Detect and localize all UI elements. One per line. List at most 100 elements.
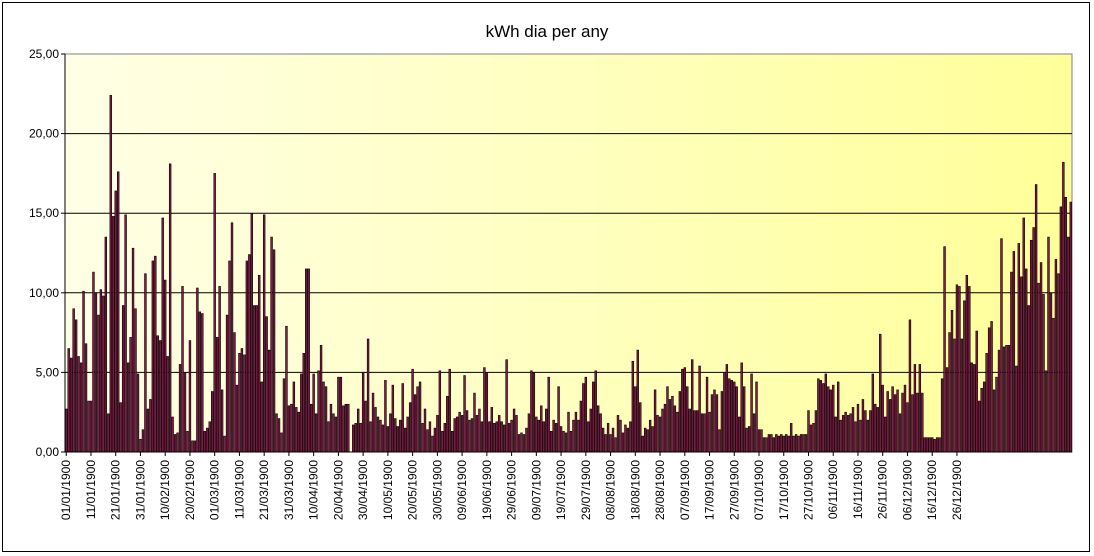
bar [240,348,244,453]
bar [770,434,773,453]
bar [755,381,758,453]
bar [832,384,835,453]
bar [104,236,108,453]
bar [520,432,523,453]
bar [728,378,731,453]
bar [302,352,305,453]
x-tick-label: 31/01/1900 [133,460,147,520]
bar [389,413,392,453]
bar [584,376,588,453]
bar [1042,294,1045,453]
x-tick-label: 11/03/1900 [232,460,246,519]
bar [629,421,632,453]
bar [324,386,328,453]
bar [960,338,964,453]
x-tick-label: 16/12/1900 [925,460,939,520]
bar [1069,201,1072,453]
bar [733,381,736,453]
bar [804,434,808,453]
bar [851,407,855,453]
bar [594,370,597,453]
bar [282,378,286,453]
bar [772,437,776,453]
bar [834,416,837,453]
bar [695,410,699,453]
x-tick-label: 01/03/1900 [208,460,222,520]
bar [342,405,345,453]
bar [928,437,931,453]
bar [502,424,506,453]
bar [713,389,716,453]
bar [376,416,380,453]
bar [1052,317,1055,453]
bar [980,388,983,453]
bar [465,410,469,453]
x-tick-label: 09/06/1900 [455,460,469,520]
bar [604,434,607,453]
bar [1057,273,1060,453]
bar [381,424,385,453]
bar [908,319,912,453]
bar [577,419,580,453]
bar [973,364,976,453]
bar [1022,217,1025,453]
bar [436,415,439,453]
bar [789,423,793,453]
bar [438,370,442,453]
bar [735,386,738,453]
bar [874,403,877,453]
bar [446,395,449,453]
bar [1039,262,1043,453]
bar [272,249,276,453]
y-tick-label: 5,00 [36,365,60,379]
bar [171,416,174,453]
bar [114,190,117,453]
x-tick-label: 18/08/1900 [628,460,642,520]
bar [777,435,780,453]
bar [720,391,724,453]
bar [255,305,258,453]
bar [871,373,875,453]
bar [1010,271,1013,453]
x-tick-label: 21/01/1900 [109,460,123,520]
bar [1044,370,1048,453]
bar [154,255,157,453]
bar [258,274,261,453]
x-tick-label: 19/06/1900 [480,460,494,520]
bar [540,405,543,453]
bar [92,271,95,453]
bar [329,403,333,453]
bar [651,426,654,453]
bar [1012,251,1016,453]
chart-title: kWh dia per any [485,22,609,41]
bar [65,408,68,453]
bar [245,260,249,453]
bar [715,394,719,453]
bar [856,403,860,453]
bar [686,386,689,453]
bar [1027,305,1030,453]
bar [515,415,518,453]
bar [510,419,513,453]
bar [901,392,904,453]
bar [159,340,162,453]
bar [767,434,771,453]
bar [913,364,917,453]
bar [228,260,231,453]
bar [545,408,548,453]
bar [678,391,682,453]
bar [230,222,234,453]
bar [507,423,511,453]
bar [990,321,993,453]
bar [587,421,590,453]
x-tick-label: 30/05/1900 [430,460,444,520]
x-tick-label: 06/12/1900 [900,460,914,520]
bar [661,408,664,453]
bar [943,246,946,453]
x-tick-label: 21/03/1900 [257,460,271,520]
y-tick-label: 0,00 [36,445,60,459]
bar [1007,345,1011,453]
bar [203,430,206,453]
bar [760,429,763,453]
bar [97,314,100,453]
